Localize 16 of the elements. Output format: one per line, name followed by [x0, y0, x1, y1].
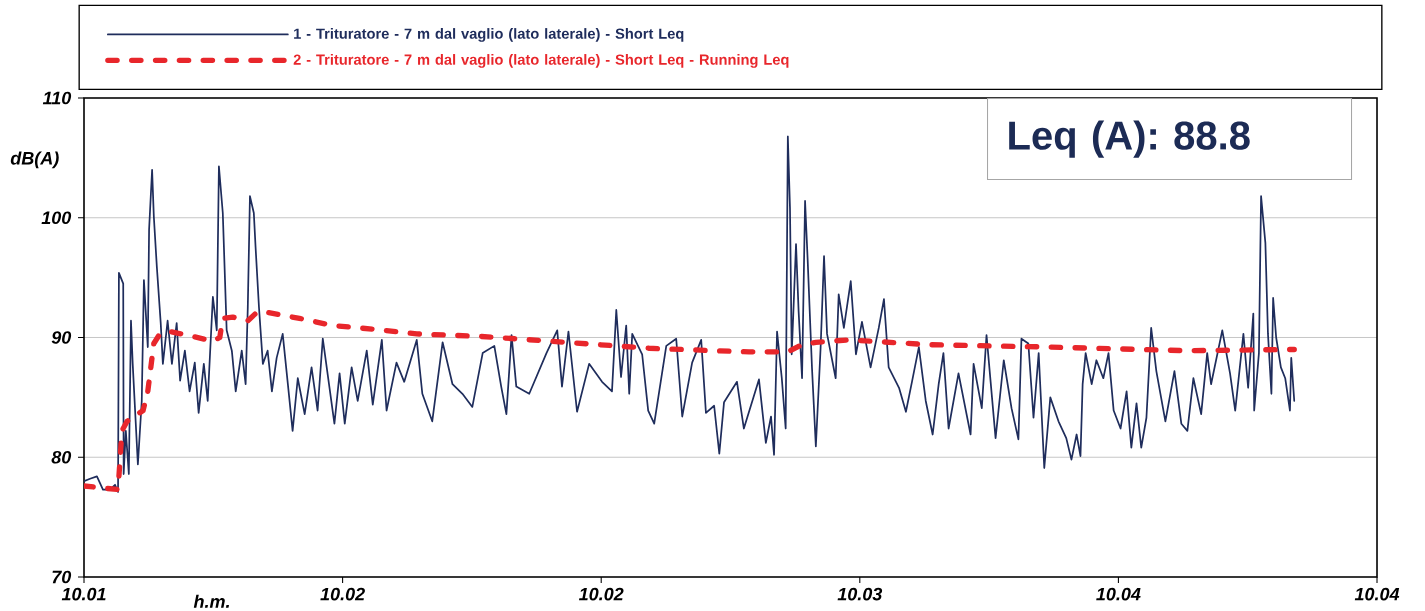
- x-tick-label: 10.01: [61, 587, 106, 601]
- x-axis-title: h.m.: [193, 594, 229, 608]
- x-tick-label: 10.03: [837, 587, 883, 601]
- y-tick-label: 70: [52, 570, 72, 584]
- x-tick-label: 10.02: [578, 587, 624, 601]
- y-axis-title: dB(A): [10, 151, 59, 169]
- y-tick-label: 100: [41, 211, 72, 225]
- y-tick-label: 80: [51, 450, 72, 464]
- text: 2 - Trituratore - 7 m dal vaglio (lato laterale) - Short Leq - Running Leq: [293, 54, 789, 68]
- y-tick-label: 110: [42, 91, 72, 105]
- x-tick-label: 10.02: [320, 587, 365, 601]
- annotation: Leq (A): 88.8: [1009, 120, 1250, 158]
- y-tick-label: 90: [51, 331, 72, 344]
- x-tick-label: 10.04: [1354, 587, 1400, 601]
- x-tick-label: 10.04: [1096, 587, 1141, 601]
- text: 1 - Trituratore - 7 m dal vaglio (lato laterale) - Short Leq: [294, 28, 684, 42]
